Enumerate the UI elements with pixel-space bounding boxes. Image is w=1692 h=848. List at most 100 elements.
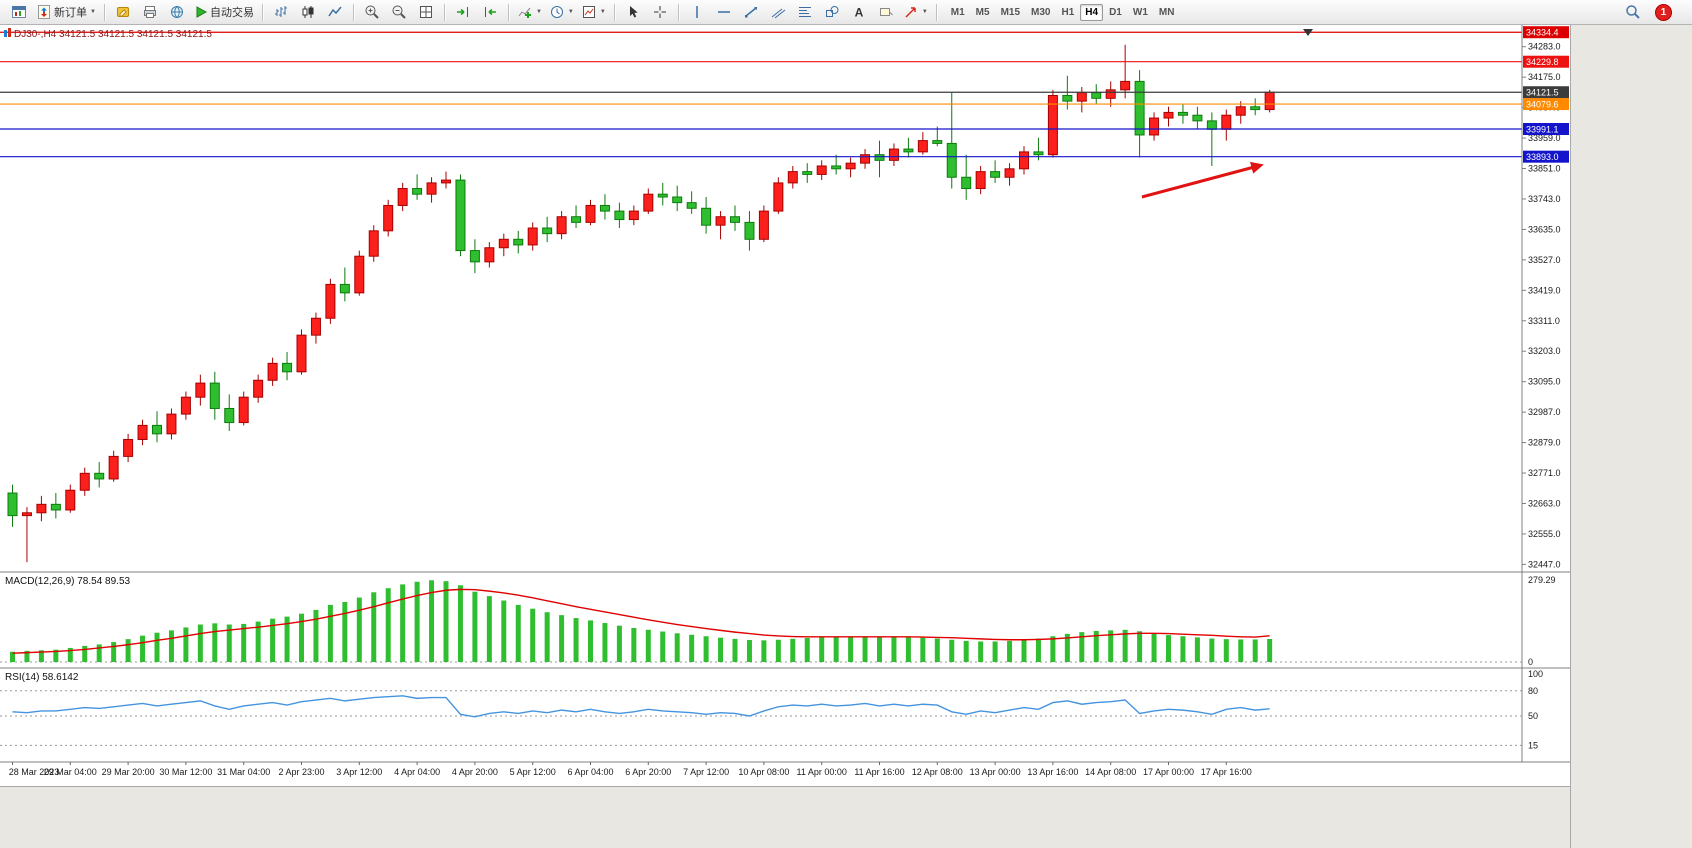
line-chart-button[interactable]	[322, 1, 348, 23]
timeframe-m1[interactable]: M1	[950, 6, 965, 18]
candle-body	[1264, 91, 1275, 111]
auto-trading-button[interactable]: 自动交易	[191, 1, 257, 23]
horizontal-line-button[interactable]	[711, 1, 737, 23]
rsi-axis-label: 50	[1528, 711, 1538, 721]
trendline-button[interactable]	[738, 1, 764, 23]
community-button[interactable]	[164, 1, 190, 23]
macd-histogram-bar	[38, 650, 44, 662]
time-axis-label: 29 Mar 04:00	[44, 767, 97, 777]
chart-area[interactable]: 34283.034175.034067.033959.033851.033743…	[0, 25, 1570, 786]
macd-histogram-bar	[949, 639, 955, 662]
macd-histogram-bar	[1007, 640, 1013, 662]
macd-histogram-bar	[371, 592, 377, 662]
notification-badge[interactable]: 1	[1655, 3, 1672, 21]
timeframe-h1[interactable]: H1	[1061, 6, 1075, 18]
macd-histogram-bar	[140, 635, 146, 662]
cursor-button[interactable]	[620, 1, 646, 23]
chevron-down-icon: ▼	[535, 9, 542, 15]
candle-body	[209, 382, 220, 409]
macd-histogram-bar	[486, 596, 492, 662]
macd-histogram-bar	[24, 650, 30, 662]
candle-body	[137, 424, 148, 440]
rsi-axis-label: 80	[1528, 686, 1538, 696]
crosshair-button[interactable]	[647, 1, 673, 23]
candle-body	[383, 204, 394, 232]
channel-button[interactable]	[765, 1, 791, 23]
toolbar-separator	[613, 3, 615, 21]
candle-body	[166, 413, 177, 435]
candle-body	[224, 407, 235, 424]
rsi-line	[12, 695, 1270, 718]
timeframe-w1[interactable]: W1	[1132, 6, 1148, 18]
timeframe-d1[interactable]: D1	[1109, 6, 1122, 18]
price-badge-label: 34079.6	[1526, 100, 1559, 110]
candle-body	[1062, 94, 1073, 102]
metaeditor-button[interactable]	[110, 1, 136, 23]
candle-body	[282, 362, 293, 373]
fibonacci-button[interactable]	[792, 1, 818, 23]
macd-histogram-bar	[573, 618, 579, 662]
macd-histogram-bar	[1064, 633, 1070, 662]
candle-body	[1250, 106, 1261, 111]
rsi-label: RSI(14) 58.6142	[5, 672, 79, 683]
arrows-tool-button[interactable]: ▼	[900, 1, 931, 23]
zoom-in-button[interactable]	[359, 1, 385, 23]
candle-body	[614, 210, 625, 221]
arrow-annotation[interactable]	[1141, 164, 1259, 199]
timeframe-group: M1 M5 M15 M30 H1 H4 D1 W1 MN	[946, 3, 1180, 21]
candle-body	[686, 202, 697, 209]
price-badge-label: 34121.5	[1526, 88, 1559, 98]
shapes-button[interactable]	[819, 1, 845, 23]
new-chart-button[interactable]	[6, 1, 32, 23]
price-tick-label: 32447.0	[1528, 559, 1561, 569]
macd-histogram-bar	[1209, 638, 1215, 662]
tile-windows-button[interactable]	[413, 1, 439, 23]
chart-shift-button[interactable]	[477, 1, 503, 23]
time-axis-label: 31 Mar 04:00	[217, 767, 270, 777]
vertical-line-button[interactable]	[684, 1, 710, 23]
macd-histogram-bar	[790, 638, 796, 662]
periods-button[interactable]: ▼	[546, 1, 577, 23]
candle-body	[643, 193, 654, 212]
template-icon	[582, 6, 595, 18]
candle-body	[744, 221, 755, 240]
timeframe-h4[interactable]: H4	[1080, 3, 1104, 21]
zoom-out-button[interactable]	[386, 1, 412, 23]
indicators-button[interactable]: ▼	[514, 1, 545, 23]
macd-histogram-bar	[1223, 639, 1229, 662]
macd-histogram-bar	[559, 615, 565, 662]
chart-shift-marker[interactable]	[1303, 29, 1313, 36]
price-tick-label: 34283.0	[1528, 42, 1561, 52]
indicators-plus-icon	[518, 7, 531, 18]
new-order-button[interactable]: 新订单 ▼	[33, 1, 99, 23]
candle-body	[787, 171, 798, 184]
candle-body	[484, 247, 495, 263]
candlestick-button[interactable]	[295, 1, 321, 23]
candle-body	[1134, 80, 1145, 136]
arrow-annotation-head[interactable]	[1250, 161, 1264, 174]
crosshair-icon	[653, 6, 666, 18]
templates-button[interactable]: ▼	[578, 1, 609, 23]
macd-histogram-bar	[1166, 635, 1171, 662]
search-button[interactable]	[1620, 1, 1646, 23]
chart-shift-icon	[484, 7, 496, 17]
price-badge	[1523, 98, 1569, 111]
timeframe-m15[interactable]: M15	[1000, 6, 1021, 18]
auto-scroll-button[interactable]	[450, 1, 476, 23]
price-tick-label: 33419.0	[1528, 285, 1561, 295]
macd-histogram-bar	[732, 638, 738, 662]
text-label-icon	[879, 8, 893, 16]
toolbar-separator	[507, 3, 509, 21]
timeframe-m5[interactable]: M5	[975, 6, 990, 18]
candle-body	[990, 171, 1001, 178]
macd-histogram-bar	[602, 623, 608, 662]
timeframe-mn[interactable]: MN	[1158, 6, 1175, 18]
timeframe-m30[interactable]: M30	[1031, 6, 1051, 18]
time-axis-label: 6 Apr 20:00	[625, 767, 671, 777]
macd-histogram-bar	[96, 644, 102, 662]
text-label-button[interactable]	[873, 1, 899, 23]
bar-chart-button[interactable]	[268, 1, 294, 23]
print-button[interactable]	[137, 1, 163, 23]
text-button[interactable]: A	[846, 1, 872, 23]
